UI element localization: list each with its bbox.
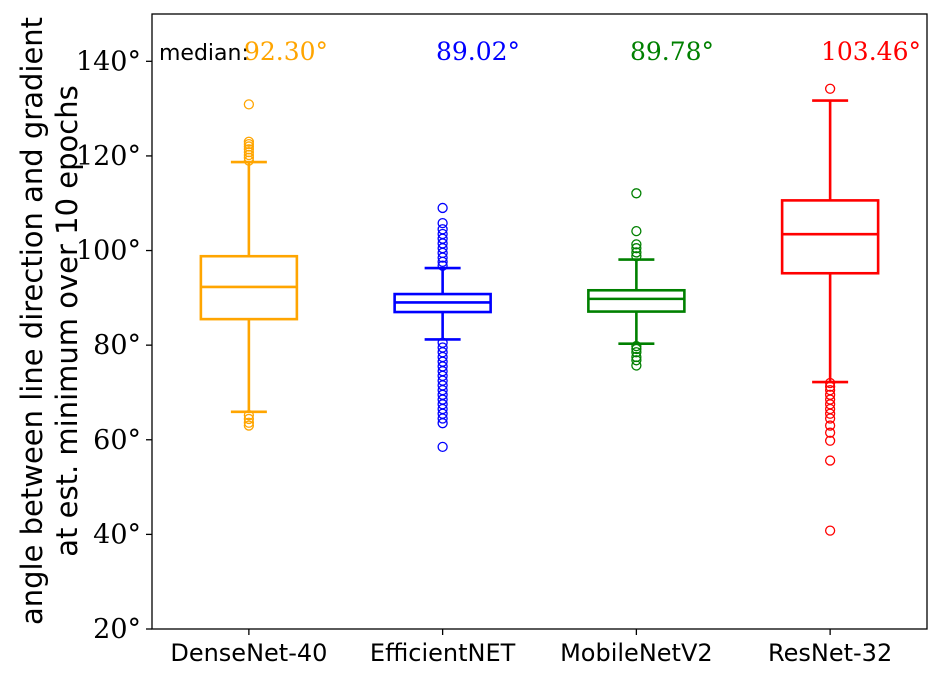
median-value-label: 92.30°: [244, 37, 328, 66]
x-category-label: EfficientNET: [370, 639, 516, 667]
outlier-point: [631, 188, 642, 199]
median-prefix-label: median:: [159, 41, 249, 66]
median-value-label: 89.02°: [436, 37, 520, 66]
median-annotations: median: 92.30° 89.02° 89.78° 103.46°: [159, 37, 921, 66]
y-tick-label: 20°: [93, 614, 141, 645]
outlier-point: [824, 427, 836, 438]
outlier-point: [437, 228, 448, 240]
outlier-point: [243, 413, 255, 425]
outlier-point: [437, 441, 448, 453]
outlier-point: [824, 384, 836, 396]
outlier-point: [824, 455, 836, 466]
box-group-efficientnet: [393, 202, 492, 453]
outlier-point: [631, 225, 642, 237]
x-category-label: MobileNetV2: [560, 639, 713, 667]
outlier-point: [243, 420, 255, 431]
outlier-point: [824, 381, 836, 392]
outlier-point: [824, 435, 836, 446]
outlier-point: [631, 239, 642, 250]
y-tick-label: 100°: [76, 236, 141, 267]
y-tick-label: 80°: [93, 330, 141, 361]
outlier-point: [437, 337, 448, 348]
outlier-point: [437, 224, 448, 235]
outlier-point: [631, 355, 642, 366]
y-axis-label-line-2: at est. minimum over 10 epochs: [50, 85, 84, 556]
plot-area: [151, 13, 928, 630]
outlier-point: [631, 243, 642, 254]
box-iqr: [587, 288, 686, 313]
outlier-point: [824, 525, 836, 536]
outlier-point: [437, 342, 448, 353]
outlier-point: [631, 247, 642, 258]
box-marks: [199, 83, 880, 536]
x-category-label: DenseNet-40: [170, 639, 327, 667]
y-tick-label: 40°: [93, 519, 141, 550]
x-category-label: ResNet-32: [768, 639, 892, 667]
outlier-point: [631, 340, 642, 352]
y-tick-label: 140°: [76, 46, 141, 77]
outlier-point: [243, 99, 255, 110]
outlier-point: [631, 343, 642, 355]
outlier-point: [631, 351, 642, 363]
outlier-point: [243, 144, 255, 155]
y-tick-label: 60°: [93, 425, 141, 456]
outlier-point: [243, 146, 255, 158]
outlier-point: [824, 389, 836, 400]
outlier-point: [243, 136, 255, 147]
outlier-point: [243, 410, 255, 421]
outlier-point: [631, 251, 642, 262]
outlier-point: [437, 217, 448, 229]
y-axis-ticks: 20° 40° 60° 80° 100° 120° 140°: [76, 46, 152, 645]
x-axis-category-labels: DenseNet-40 EfficientNET MobileNetV2 ResNet…: [170, 629, 892, 667]
median-value-label: 103.46°: [821, 37, 921, 66]
box-group-resnet-32: [780, 83, 880, 536]
outlier-point: [437, 260, 448, 271]
y-axis-label-line-1: angle between line direction and gradien…: [15, 17, 49, 625]
box-group-mobilenetv2: [587, 188, 686, 371]
outlier-point: [631, 347, 642, 358]
outlier-point: [824, 83, 836, 94]
outlier-point: [437, 202, 448, 214]
outlier-point: [243, 417, 255, 428]
box-iqr: [780, 199, 880, 275]
y-tick-label: 120°: [76, 141, 141, 172]
outlier-point: [824, 377, 836, 389]
outlier-point: [824, 420, 836, 431]
box-group-densenet-40: [199, 99, 299, 431]
median-value-label: 89.78°: [630, 37, 714, 66]
